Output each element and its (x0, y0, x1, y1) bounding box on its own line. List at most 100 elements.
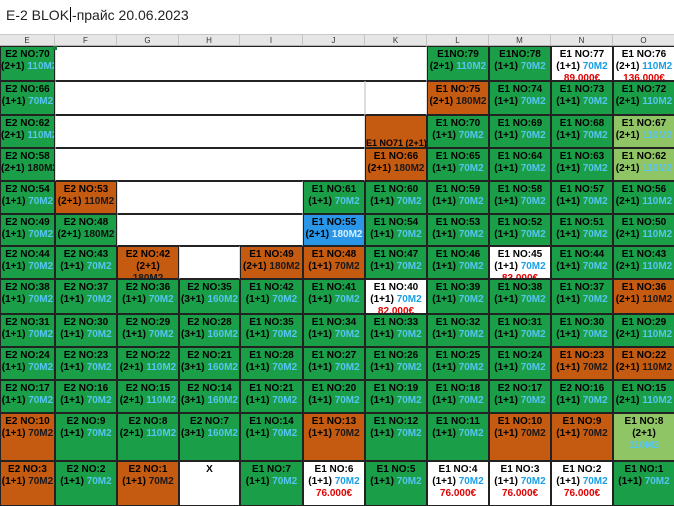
column-header-e[interactable]: E (0, 35, 55, 46)
column-header-g[interactable]: G (117, 35, 179, 46)
apartment-cell[interactable]: E1 NO:41 (1+1) 70M2 (303, 279, 365, 314)
apartment-cell[interactable]: E1 NO:56 (2+1) 110M2 (613, 181, 674, 214)
apartment-cell[interactable]: E1 NO:30 (1+1) 70M2 (551, 314, 613, 347)
apartment-cell[interactable]: E1 NO:24 (1+1) 70M2 (489, 347, 551, 380)
apartment-cell[interactable]: E1 NO:6 (1+1) 70M2 76.000€ (303, 461, 365, 506)
apartment-cell[interactable]: E1 NO:65 (1+1) 70M2 (427, 148, 489, 181)
apartment-cell[interactable]: E1 NO:54 (1+1) 70M2 (365, 214, 427, 246)
apartment-cell[interactable]: E1 NO:13 (1+1) 70M2 (303, 413, 365, 461)
apartment-cell[interactable]: E2 NO:42 (2+1) 180M2 (117, 246, 179, 279)
apartment-cell[interactable]: E2 NO:28 (3+1) 160M2 (179, 314, 240, 347)
apartment-cell[interactable]: E1 NO:8 (2+1) 110M2 (613, 413, 674, 461)
empty-cell[interactable] (55, 46, 427, 81)
apartment-cell[interactable]: E2 NO:70 (2+1) 110M2 (0, 46, 55, 81)
apartment-cell[interactable]: E1 NO:36 (2+1) 110M2 (613, 279, 674, 314)
apartment-cell[interactable]: E2 NO:17 (1+1) 70M2 (0, 380, 55, 413)
apartment-cell[interactable]: E1 NO:53 (1+1) 70M2 (427, 214, 489, 246)
apartment-cell[interactable]: E2 NO:22 (2+1) 110M2 (117, 347, 179, 380)
apartment-cell[interactable]: E1 NO:52 (1+1) 70M2 (489, 214, 551, 246)
apartment-cell[interactable]: E1 NO:74 (1+1) 70M2 (489, 81, 551, 115)
apartment-cell[interactable]: E1 NO:63 (1+1) 70M2 (551, 148, 613, 181)
apartment-cell[interactable]: E1 NO:49 (2+1) 180M2 (240, 246, 303, 279)
apartment-cell[interactable]: E1 NO:27 (1+1) 70M2 (303, 347, 365, 380)
apartment-cell[interactable]: E1 NO:28 (1+1) 70M2 (240, 347, 303, 380)
apartment-cell[interactable]: E2 NO:16 (1+1) 70M2 (551, 380, 613, 413)
apartment-cell[interactable]: E1 NO:51 (1+1) 70M2 (551, 214, 613, 246)
apartment-cell[interactable]: E1 NO:20 (1+1) 70M2 (303, 380, 365, 413)
apartment-cell[interactable]: E1 NO:37 (1+1) 70M2 (551, 279, 613, 314)
apartment-cell[interactable]: E1NO:79 (2+1) 110M2 (427, 46, 489, 81)
apartment-cell[interactable]: E2 NO:15 (2+1) 110M2 (117, 380, 179, 413)
apartment-cell[interactable]: E1 NO:45 (1+1) 70M2 83.000€ (489, 246, 551, 279)
apartment-cell[interactable]: E1 NO:29 (2+1) 110M2 (613, 314, 674, 347)
apartment-cell[interactable]: E1 NO:11 (1+1) 70M2 (427, 413, 489, 461)
apartment-cell[interactable]: E1 NO:19 (1+1) 70M2 (365, 380, 427, 413)
apartment-cell[interactable]: E1 NO:67 (2+1) 110M2 (613, 115, 674, 148)
apartment-cell[interactable]: E2 NO:49 (1+1) 70M2 (0, 214, 55, 246)
apartment-cell[interactable]: E2 NO:44 (1+1) 70M2 (0, 246, 55, 279)
apartment-cell[interactable]: E1 NO:14 (1+1) 70M2 (240, 413, 303, 461)
apartment-cell[interactable]: E1 NO:22 (2+1) 110M2 (613, 347, 674, 380)
apartment-cell[interactable]: E2 NO:31 (1+1) 70M2 (0, 314, 55, 347)
column-header-o[interactable]: O (613, 35, 674, 46)
apartment-cell[interactable]: E1 NO:32 (1+1) 70M2 (427, 314, 489, 347)
apartment-cell[interactable]: E2 NO:37 (1+1) 70M2 (55, 279, 117, 314)
apartment-cell[interactable]: E1 NO:1 (1+1) 70M2 (613, 461, 674, 506)
apartment-cell[interactable]: E2 NO:14 (3+1) 160M2 (179, 380, 240, 413)
apartment-cell[interactable]: E2 NO:30 (1+1) 70M2 (55, 314, 117, 347)
apartment-cell[interactable]: E2 NO:54 (1+1) 70M2 (0, 181, 55, 214)
apartment-cell[interactable]: E1 NO:9 (1+1) 70M2 (551, 413, 613, 461)
apartment-cell[interactable]: E2 NO:17 (1+1) 70M2 (489, 380, 551, 413)
apartment-cell[interactable]: E1 NO:69 (1+1) 70M2 (489, 115, 551, 148)
apartment-cell[interactable]: E1 NO:59 (1+1) 70M2 (427, 181, 489, 214)
apartment-cell[interactable]: E1 NO:72 (2+1) 110M2 (613, 81, 674, 115)
apartment-cell[interactable]: E1 NO:42 (1+1) 70M2 (240, 279, 303, 314)
apartment-cell[interactable]: E1 NO71 (2+1) (365, 115, 427, 148)
apartment-cell[interactable]: E1 NO:10 (1+1) 70M2 (489, 413, 551, 461)
apartment-cell[interactable]: E1 NO:57 (1+1) 70M2 (551, 181, 613, 214)
apartment-cell[interactable]: E2 NO:9 (1+1) 70M2 (55, 413, 117, 461)
apartment-cell[interactable]: E1 NO:5 (1+1) 70M2 (365, 461, 427, 506)
apartment-cell[interactable]: E2 NO:10 (1+1) 70M2 (0, 413, 55, 461)
apartment-cell[interactable]: E1 NO:31 (1+1) 70M2 (489, 314, 551, 347)
apartment-cell[interactable]: E1 NO:77 (1+1) 70M2 89.000€ (551, 46, 613, 81)
apartment-cell[interactable]: E1 NO:43 (2+1) 110M2 (613, 246, 674, 279)
apartment-cell[interactable]: E1 NO:25 (1+1) 70M2 (427, 347, 489, 380)
apartment-cell[interactable]: E1 NO:66 (2+1) 180M2 (365, 148, 427, 181)
apartment-cell[interactable]: E2 NO:62 (2+1) 110M2 (0, 115, 55, 148)
apartment-cell[interactable]: E1 NO:33 (1+1) 70M2 (365, 314, 427, 347)
apartment-cell[interactable]: E2 NO:53 (2+1) 110M2 (55, 181, 117, 214)
apartment-cell[interactable]: E2 NO:35 (3+1) 160M2 (179, 279, 240, 314)
apartment-cell[interactable]: E1 NO:62 (2+1) 110M2 (613, 148, 674, 181)
selection-handle[interactable] (53, 46, 57, 50)
apartment-cell[interactable]: E2 NO:2 (1+1) 70M2 (55, 461, 117, 506)
empty-cell[interactable] (55, 115, 365, 148)
apartment-cell[interactable]: E1 NO:68 (1+1) 70M2 (551, 115, 613, 148)
column-header-i[interactable]: I (240, 35, 303, 46)
apartment-cell[interactable]: E1 NO:64 (1+1) 70M2 (489, 148, 551, 181)
apartment-cell[interactable]: E1 NO:3 (1+1) 70M2 76.000€ (489, 461, 551, 506)
apartment-cell[interactable]: E1 NO:35 (1+1) 70M2 (240, 314, 303, 347)
apartment-cell[interactable]: E1 NO:70 (1+1) 70M2 (427, 115, 489, 148)
apartment-cell[interactable]: E1 NO:4 (1+1) 70M2 76.000€ (427, 461, 489, 506)
apartment-cell[interactable]: E2 NO:38 (1+1) 70M2 (0, 279, 55, 314)
apartment-cell[interactable]: E1 NO:47 (1+1) 70M2 (365, 246, 427, 279)
apartment-cell[interactable]: E1 NO:15 (2+1) 110M2 (613, 380, 674, 413)
apartment-cell[interactable]: E1 NO:18 (1+1) 70M2 (427, 380, 489, 413)
apartment-cell[interactable]: X (179, 461, 240, 506)
empty-cell[interactable] (117, 181, 303, 214)
apartment-cell[interactable]: E1 NO:50 (2+1) 110M2 (613, 214, 674, 246)
empty-cell[interactable] (55, 81, 365, 115)
apartment-cell[interactable]: E1 NO:58 (1+1) 70M2 (489, 181, 551, 214)
apartment-cell[interactable]: E1 NO:76 (2+1) 110M2 136.000€ (613, 46, 674, 81)
column-header-k[interactable]: K (365, 35, 427, 46)
apartment-cell[interactable]: E1 NO:73 (1+1) 70M2 (551, 81, 613, 115)
column-header-h[interactable]: H (179, 35, 240, 46)
apartment-cell[interactable]: E1 NO:21 (1+1) 70M2 (240, 380, 303, 413)
empty-cell[interactable] (55, 148, 365, 181)
apartment-cell[interactable]: E2 NO:3 (1+1) 70M2 (0, 461, 55, 506)
apartment-cell[interactable]: E1 NO:55 (2+1) 180M2 (303, 214, 365, 246)
apartment-cell[interactable]: E2 NO:21 (3+1) 160M2 (179, 347, 240, 380)
apartment-cell[interactable]: E1 NO:40 (1+1) 70M2 82.000€ (365, 279, 427, 314)
apartment-cell[interactable]: E1NO:78 (1+1) 70M2 (489, 46, 551, 81)
